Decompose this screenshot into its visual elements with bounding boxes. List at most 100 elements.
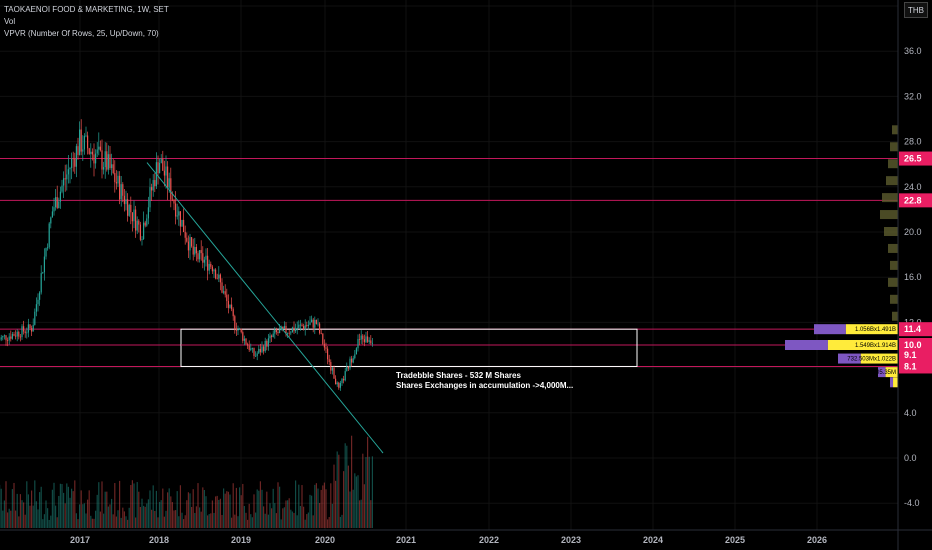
volume-bar bbox=[287, 500, 289, 528]
candle-body bbox=[269, 335, 271, 339]
volume-bar bbox=[184, 515, 186, 528]
volume-bar bbox=[192, 489, 194, 528]
time-axis[interactable]: 2017 2018 2019 2020 2021 2022 2023 2024 2025 2026 bbox=[0, 529, 932, 545]
candle-body bbox=[248, 345, 250, 350]
volume-bar bbox=[170, 496, 172, 528]
volume-profile-row bbox=[890, 294, 898, 304]
candle-body bbox=[253, 348, 255, 356]
volume-bar bbox=[66, 483, 68, 528]
vpvr-indicator-label[interactable]: VPVR (Number Of Rows, 25, Up/Down, 70) bbox=[4, 29, 159, 38]
volume-bar bbox=[146, 503, 148, 528]
candle-body bbox=[194, 246, 196, 255]
candle-body bbox=[195, 246, 197, 254]
candle-body bbox=[157, 162, 159, 174]
volume-bar bbox=[58, 495, 60, 528]
candle-body bbox=[18, 331, 20, 337]
volume-bar bbox=[183, 519, 185, 528]
volume-bar bbox=[202, 487, 204, 528]
volume-bar bbox=[11, 489, 13, 528]
candle-body bbox=[213, 269, 215, 272]
volume-bar bbox=[74, 480, 76, 528]
candle-body bbox=[55, 197, 57, 208]
currency-badge[interactable]: THB bbox=[904, 2, 928, 18]
volume-bar bbox=[296, 515, 298, 528]
candles-layer bbox=[0, 119, 373, 391]
volume-bar bbox=[338, 454, 340, 528]
candle-body bbox=[197, 253, 199, 260]
volume-bar bbox=[106, 491, 108, 528]
candle-body bbox=[106, 151, 108, 170]
candle-body bbox=[15, 335, 17, 337]
candle-body bbox=[239, 328, 241, 330]
volume-bar bbox=[304, 519, 306, 528]
candle-body bbox=[98, 146, 100, 150]
volume-bar bbox=[256, 489, 258, 528]
candle-body bbox=[234, 316, 236, 329]
candle-body bbox=[75, 146, 77, 167]
volume-bar bbox=[2, 510, 4, 528]
candle-body bbox=[352, 358, 354, 363]
volume-bar bbox=[215, 496, 217, 528]
candle-body bbox=[299, 324, 301, 326]
volume-bar bbox=[293, 512, 295, 528]
volume-bar bbox=[55, 505, 57, 528]
volume-bar bbox=[197, 483, 199, 528]
volume-bar bbox=[165, 510, 167, 528]
price-axis[interactable]: -4.00.04.08.012.016.020.024.028.032.036.… bbox=[897, 0, 922, 550]
volume-bar bbox=[45, 500, 47, 528]
volume-bar bbox=[335, 480, 337, 528]
volume-bar bbox=[357, 475, 359, 528]
volume-bar bbox=[167, 492, 169, 528]
volume-bar bbox=[71, 488, 73, 528]
volume-bar bbox=[111, 498, 113, 528]
candle-body bbox=[255, 355, 257, 357]
price-label-text: 26.5 bbox=[904, 154, 922, 164]
volume-profile-row bbox=[892, 125, 898, 135]
candle-body bbox=[251, 348, 253, 349]
candle-body bbox=[235, 328, 237, 331]
x-tick-label: 2020 bbox=[315, 535, 335, 545]
candle-body bbox=[79, 129, 81, 155]
volume-bar bbox=[248, 503, 250, 528]
candle-body bbox=[315, 319, 317, 324]
candle-body bbox=[151, 187, 153, 191]
volume-bar bbox=[101, 481, 103, 528]
volume-bar bbox=[104, 491, 106, 528]
volume-bar bbox=[346, 445, 348, 528]
volume-bar bbox=[306, 514, 308, 528]
volume-bar bbox=[298, 484, 300, 528]
volume-bar bbox=[154, 511, 156, 528]
candle-body bbox=[67, 169, 69, 175]
volume-bar bbox=[239, 487, 241, 528]
candle-body bbox=[363, 339, 365, 343]
volume-bar bbox=[123, 511, 125, 528]
volume-bar bbox=[50, 515, 52, 528]
symbol-title[interactable]: TAOKAENOI FOOD & MARKETING, 1W, SET bbox=[4, 5, 169, 14]
candle-body bbox=[163, 170, 165, 176]
volume-profile-row bbox=[882, 193, 898, 203]
volume-bar bbox=[162, 488, 164, 528]
volume-bar bbox=[242, 483, 244, 528]
volume-bar bbox=[314, 484, 316, 528]
volume-bar bbox=[186, 500, 188, 528]
candle-body bbox=[59, 191, 61, 202]
volume-profile-row bbox=[880, 210, 898, 220]
volume-bar bbox=[79, 504, 81, 528]
candle-body bbox=[173, 199, 175, 204]
volume-indicator-label[interactable]: Vol bbox=[4, 17, 16, 26]
candle-body bbox=[263, 346, 265, 352]
volume-profile-row bbox=[886, 176, 898, 186]
candle-body bbox=[83, 135, 85, 150]
volume-profile-up bbox=[893, 377, 898, 388]
volume-bar bbox=[40, 486, 42, 528]
candle-body bbox=[243, 338, 245, 341]
candle-body bbox=[303, 326, 305, 330]
volume-bar bbox=[213, 512, 215, 528]
volume-bar bbox=[19, 494, 21, 528]
candle-body bbox=[74, 158, 76, 167]
candle-body bbox=[139, 224, 141, 240]
candle-body bbox=[295, 328, 297, 332]
volume-bar bbox=[247, 519, 249, 528]
price-labels: 26.522.811.410.01d 2h9.18.1 bbox=[899, 151, 932, 374]
